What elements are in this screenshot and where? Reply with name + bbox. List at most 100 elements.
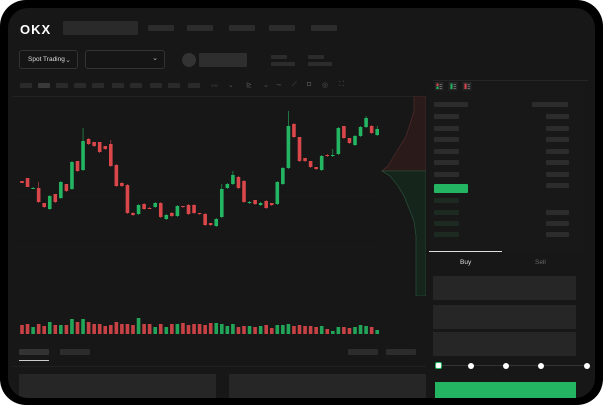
candle-body [264, 201, 268, 208]
nav-item[interactable] [269, 25, 295, 31]
fullscreen-icon[interactable]: ⛶ [339, 81, 344, 88]
candle-body [75, 161, 80, 171]
candle-body [347, 138, 352, 143]
camera-icon[interactable]: ◘ [307, 81, 312, 88]
volume-bar [36, 324, 41, 334]
candle-body [147, 208, 152, 209]
chevron-down-icon[interactable]: ⌄ [228, 82, 234, 89]
candle-body [153, 203, 157, 207]
volume-bar [319, 326, 324, 334]
line-icon[interactable]: ∼ [276, 82, 282, 89]
volume-bar [20, 325, 24, 334]
candle-body [181, 206, 185, 207]
volume-bar [342, 327, 346, 334]
amount-input[interactable] [433, 305, 576, 329]
volume-bar [42, 326, 46, 334]
nav-item[interactable] [187, 25, 213, 31]
chevron-down-icon[interactable]: ⌄ [263, 82, 269, 89]
filter-button[interactable] [386, 349, 416, 355]
candle-body [175, 206, 180, 216]
filter-button[interactable] [348, 349, 378, 355]
ask-size [546, 149, 569, 154]
slider-handle[interactable] [435, 362, 442, 369]
volume-bar [336, 327, 341, 334]
orderbook-both-icon[interactable] [435, 82, 444, 91]
volume-bar [347, 328, 352, 334]
volume-bar [158, 324, 163, 334]
bid-price [434, 210, 459, 215]
timeframe-button[interactable] [112, 83, 124, 88]
search-bar[interactable] [63, 21, 138, 35]
candlestick-chart[interactable] [8, 96, 428, 336]
volume-bar [264, 325, 268, 334]
orderbook-asks-icon[interactable] [462, 82, 472, 91]
candle-body [125, 185, 130, 213]
volume-bar [59, 325, 63, 334]
volume-bar [253, 327, 257, 334]
slider-step-25[interactable] [468, 363, 474, 369]
volume-bar [53, 325, 58, 334]
candle-body [308, 161, 313, 167]
candle-body [86, 139, 91, 144]
tab-buy[interactable]: Buy [460, 259, 472, 266]
draw-icon[interactable]: ⊵ [246, 82, 252, 89]
volume-bar [281, 325, 285, 334]
orderbook-bids-icon[interactable] [448, 82, 458, 91]
chevron-down-icon: ⌄ [65, 57, 71, 64]
slider-step-50[interactable] [503, 363, 509, 369]
candle-body [53, 194, 58, 202]
tab-order-history[interactable] [60, 349, 90, 355]
depth-chart [380, 96, 426, 296]
market-type-dropdown[interactable]: Spot Trading ⌄ [19, 50, 78, 69]
price-input[interactable] [433, 276, 576, 300]
candle-body [25, 178, 30, 187]
candle-body [120, 183, 124, 186]
candle-body [369, 126, 374, 133]
amount-slider[interactable] [440, 365, 588, 366]
candle-body [253, 200, 257, 204]
nav-item[interactable] [311, 25, 337, 31]
bid-price [434, 198, 459, 203]
volume-bar [81, 319, 85, 334]
indicator-icon[interactable]: 〰 [211, 83, 218, 90]
settings-icon[interactable]: ◎ [322, 82, 329, 89]
timeframe-button[interactable] [150, 83, 162, 88]
volume-bar [164, 327, 169, 334]
ask-size [546, 183, 569, 188]
buy-button[interactable] [435, 382, 576, 398]
timeframe-button[interactable] [92, 83, 104, 88]
okx-logo[interactable]: OKX [20, 22, 52, 37]
slider-step-75[interactable] [538, 363, 544, 369]
timeframe-button[interactable] [20, 83, 32, 88]
stat-value [308, 62, 332, 66]
divider [12, 366, 426, 367]
timeframe-button[interactable] [188, 83, 200, 88]
pair-dropdown[interactable]: ⌄ [85, 50, 165, 69]
timeframe-button[interactable] [168, 83, 180, 88]
timeframe-button[interactable] [130, 83, 142, 88]
chevron-down-icon: ⌄ [152, 55, 158, 62]
ruler-icon[interactable]: ⟋ [292, 81, 297, 88]
volume-bar [25, 324, 30, 334]
candle-body [158, 203, 163, 217]
candle-body [342, 126, 346, 138]
timeframe-button[interactable] [56, 83, 68, 88]
candle-body [358, 127, 363, 136]
candle-body [269, 203, 274, 205]
nav-item[interactable] [229, 25, 255, 31]
candle-body [247, 202, 252, 203]
ask-size [546, 126, 569, 131]
tab-sell[interactable]: Sell [535, 259, 546, 266]
volume-bar [142, 324, 146, 334]
nav-item[interactable] [148, 25, 174, 31]
orderbook-header [434, 102, 468, 107]
tab-open-orders[interactable] [19, 349, 49, 355]
ask-size [546, 160, 569, 165]
slider-step-100[interactable] [584, 363, 590, 369]
timeframe-button[interactable] [38, 83, 50, 88]
volume-bar [92, 324, 96, 334]
timeframe-button[interactable] [74, 83, 86, 88]
volume-bar [197, 324, 202, 334]
total-input[interactable] [433, 332, 576, 356]
candle-body [47, 196, 52, 209]
